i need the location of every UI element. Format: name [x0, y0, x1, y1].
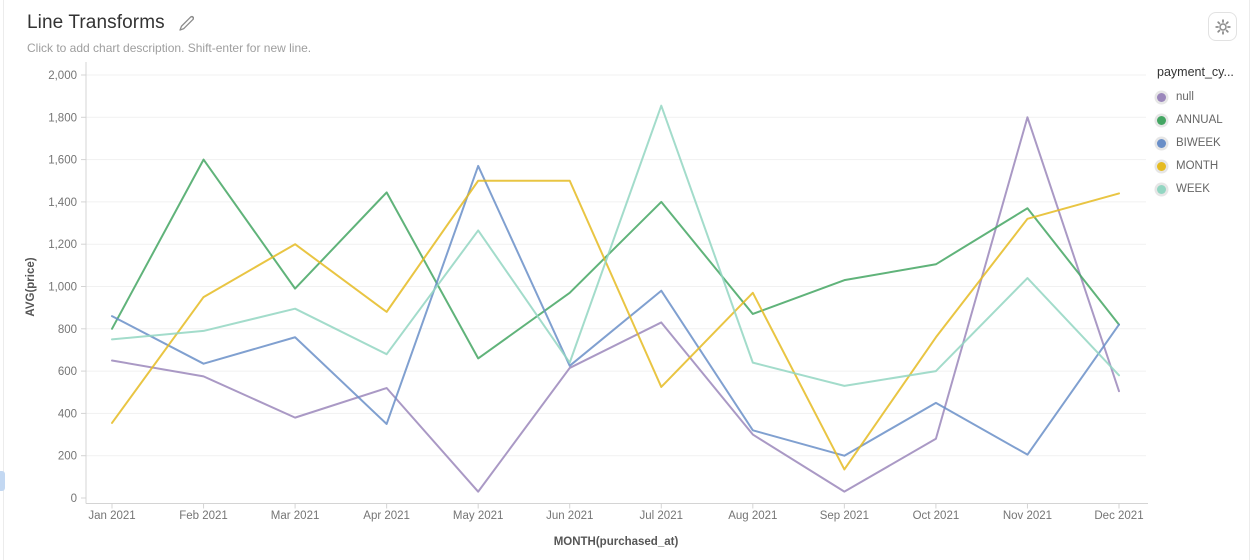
svg-text:Apr 2021: Apr 2021: [363, 510, 410, 522]
legend-item-label: BIWEEK: [1176, 137, 1221, 149]
svg-text:2,000: 2,000: [48, 70, 77, 82]
legend-item-BIWEEK[interactable]: BIWEEK: [1157, 137, 1234, 149]
legend-dot-icon: [1157, 138, 1166, 148]
pencil-icon: [179, 15, 194, 31]
chart-title[interactable]: Line Transforms: [27, 12, 165, 33]
series-line-null[interactable]: [111, 116, 1120, 493]
svg-text:1,200: 1,200: [48, 239, 77, 251]
svg-text:Jul 2021: Jul 2021: [640, 510, 683, 522]
legend-dot-icon: [1157, 184, 1166, 194]
x-axis-labels: Jan 2021 Feb 2021 Mar 2021 Apr 2021 May 2021…: [88, 510, 1143, 522]
svg-text:1,400: 1,400: [48, 197, 77, 209]
gridlines: [86, 74, 1146, 457]
legend-item-ANNUAL[interactable]: ANNUAL: [1157, 114, 1234, 126]
legend-item-label: MONTH: [1176, 160, 1219, 172]
legend-item-null[interactable]: null: [1157, 91, 1234, 103]
svg-text:Nov 2021: Nov 2021: [1003, 510, 1052, 522]
y-axis-name: AVG(price): [25, 257, 37, 316]
series-line-MONTH[interactable]: [111, 179, 1120, 471]
left-edge-highlight: [0, 471, 5, 491]
chart-settings-button[interactable]: [1208, 12, 1237, 41]
series-line-WEEK[interactable]: [111, 104, 1120, 387]
svg-text:1,000: 1,000: [48, 282, 77, 294]
legend-item-WEEK[interactable]: WEEK: [1157, 183, 1234, 195]
svg-text:May 2021: May 2021: [453, 510, 504, 522]
legend-item-MONTH[interactable]: MONTH: [1157, 160, 1234, 172]
legend-item-label: ANNUAL: [1176, 114, 1223, 126]
svg-text:Sep 2021: Sep 2021: [820, 510, 869, 522]
chart-description-placeholder[interactable]: Click to add chart description. Shift-en…: [27, 41, 312, 55]
series-line-ANNUAL[interactable]: [111, 158, 1120, 360]
chart-legend: payment_cy... null ANNUAL BIWEEK MONTH WEEK: [1157, 65, 1234, 206]
legend-item-label: WEEK: [1176, 183, 1210, 195]
svg-text:Jun 2021: Jun 2021: [546, 510, 593, 522]
svg-text:Jan 2021: Jan 2021: [88, 510, 135, 522]
svg-text:Aug 2021: Aug 2021: [728, 510, 777, 522]
svg-text:Oct 2021: Oct 2021: [913, 510, 960, 522]
legend-title: payment_cy...: [1157, 65, 1234, 79]
edit-title-button[interactable]: [175, 13, 196, 34]
card-left-border: [3, 0, 4, 560]
legend-dot-icon: [1157, 115, 1166, 125]
svg-text:800: 800: [58, 324, 77, 336]
gear-icon: [1214, 18, 1231, 35]
svg-text:0: 0: [71, 493, 77, 505]
svg-text:400: 400: [58, 408, 77, 420]
x-axis-name: MONTH(purchased_at): [554, 536, 679, 548]
svg-text:Mar 2021: Mar 2021: [271, 510, 320, 522]
svg-text:200: 200: [58, 451, 77, 463]
legend-dot-icon: [1157, 92, 1166, 102]
svg-text:Feb 2021: Feb 2021: [179, 510, 228, 522]
chart-header: Line Transforms Click to add chart descr…: [27, 12, 311, 55]
series-line-BIWEEK[interactable]: [111, 164, 1120, 457]
svg-text:600: 600: [58, 366, 77, 378]
svg-text:1,800: 1,800: [48, 112, 77, 124]
legend-item-label: null: [1176, 91, 1194, 103]
y-axis-labels: 0 200 400 600 800 1,000 1,200 1,400 1,600 1,800 2,…: [48, 70, 77, 505]
axes: [81, 62, 1148, 509]
card-right-border: [1249, 0, 1250, 560]
svg-text:Dec 2021: Dec 2021: [1094, 510, 1143, 522]
svg-text:1,600: 1,600: [48, 155, 77, 167]
legend-dot-icon: [1157, 161, 1166, 171]
